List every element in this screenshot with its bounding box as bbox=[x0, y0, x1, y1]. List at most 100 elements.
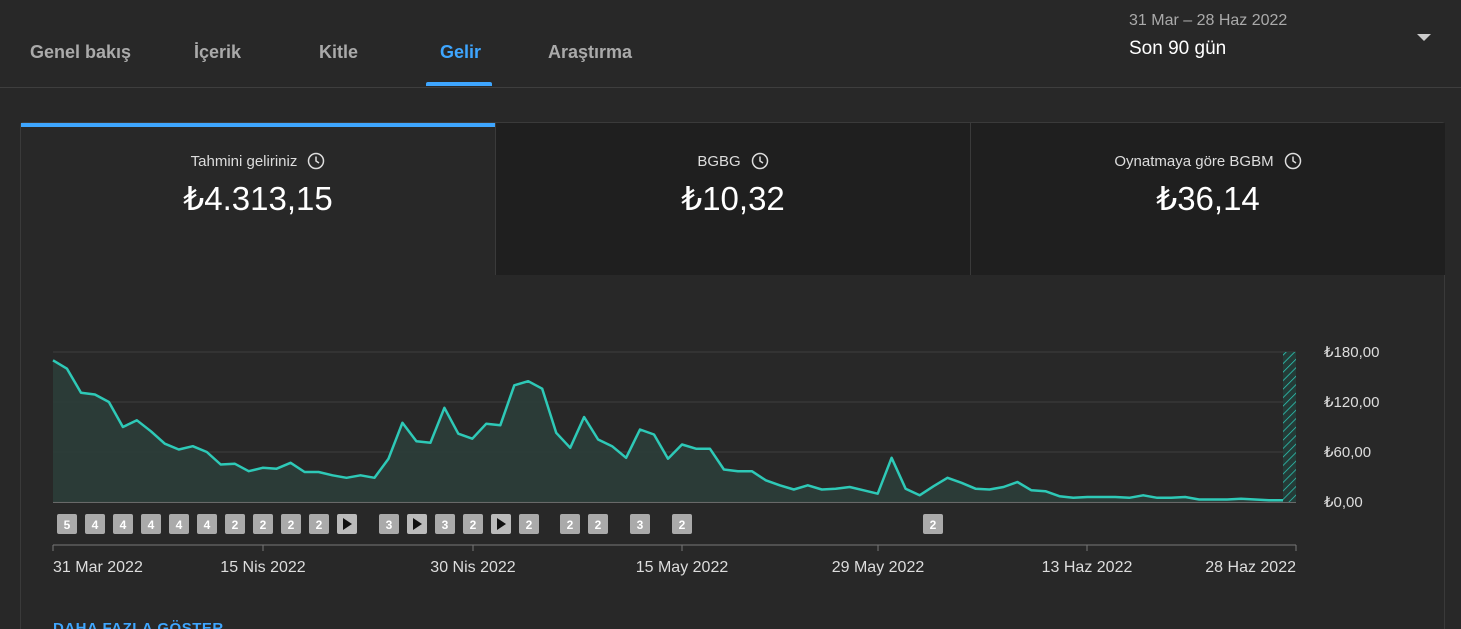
y-tick-label: ₺120,00 bbox=[1324, 394, 1379, 411]
marker-count: 2 bbox=[288, 518, 295, 532]
x-tick-label: 28 Haz 2022 bbox=[1205, 559, 1296, 576]
y-tick-label: ₺60,00 bbox=[1324, 444, 1371, 461]
video-count-marker[interactable]: 2 bbox=[309, 514, 329, 534]
video-count-marker[interactable]: 2 bbox=[281, 514, 301, 534]
clock-icon[interactable] bbox=[307, 152, 325, 170]
marker-box bbox=[281, 514, 301, 534]
dropdown-arrow-icon[interactable] bbox=[1417, 34, 1431, 41]
video-count-marker[interactable]: 2 bbox=[253, 514, 273, 534]
marker-box bbox=[253, 514, 273, 534]
metric-rpm[interactable]: BGBG ₺10,32 bbox=[496, 123, 970, 275]
video-count-marker[interactable]: 3 bbox=[379, 514, 399, 534]
play-icon bbox=[497, 518, 506, 530]
marker-box bbox=[672, 514, 692, 534]
metric-label: BGBG bbox=[697, 152, 741, 170]
marker-count: 2 bbox=[930, 518, 937, 532]
divider bbox=[970, 123, 971, 275]
video-count-marker[interactable]: 2 bbox=[463, 514, 483, 534]
video-count-marker[interactable]: 2 bbox=[519, 514, 539, 534]
video-count-marker[interactable]: 5 bbox=[57, 514, 77, 534]
marker-count: 3 bbox=[442, 518, 449, 532]
video-count-marker[interactable]: 2 bbox=[588, 514, 608, 534]
marker-box bbox=[85, 514, 105, 534]
tab-revenue[interactable]: Gelir bbox=[440, 42, 482, 62]
marker-box bbox=[630, 514, 650, 534]
clock-icon[interactable] bbox=[1284, 152, 1302, 170]
marker-count: 2 bbox=[526, 518, 533, 532]
metric-playback-cpm[interactable]: Oynatmaya göre BGBM ₺36,14 bbox=[971, 123, 1445, 275]
marker-count: 2 bbox=[679, 518, 686, 532]
marker-box bbox=[169, 514, 189, 534]
marker-count: 4 bbox=[148, 518, 155, 532]
marker-count: 5 bbox=[64, 518, 71, 532]
date-range-span: 31 Mar – 28 Haz 2022 bbox=[1129, 12, 1288, 29]
date-range-label: Son 90 gün bbox=[1129, 38, 1227, 59]
video-count-marker[interactable]: 2 bbox=[560, 514, 580, 534]
metric-label: Oynatmaya göre BGBM bbox=[1114, 152, 1274, 170]
marker-count: 4 bbox=[204, 518, 211, 532]
marker-box bbox=[57, 514, 77, 534]
marker-box bbox=[923, 514, 943, 534]
video-count-marker[interactable]: 4 bbox=[197, 514, 217, 534]
video-count-marker[interactable]: 2 bbox=[923, 514, 943, 534]
metric-value: ₺4.313,15 bbox=[183, 180, 333, 217]
marker-box bbox=[141, 514, 161, 534]
video-count-marker[interactable]: 4 bbox=[85, 514, 105, 534]
marker-box bbox=[463, 514, 483, 534]
video-count-marker[interactable]: 2 bbox=[225, 514, 245, 534]
show-more-link[interactable]: DAHA FAZLA GÖSTER bbox=[53, 620, 224, 629]
video-count-marker[interactable]: 2 bbox=[672, 514, 692, 534]
marker-count: 3 bbox=[637, 518, 644, 532]
marker-box bbox=[588, 514, 608, 534]
video-marker-play-icon[interactable] bbox=[407, 514, 427, 534]
marker-count: 2 bbox=[316, 518, 323, 532]
tab-content[interactable]: İçerik bbox=[194, 42, 242, 62]
play-icon bbox=[413, 518, 422, 530]
top-navigation: Genel bakış İçerik Kitle Gelir Araştırma… bbox=[0, 0, 1461, 88]
video-count-marker[interactable]: 3 bbox=[435, 514, 455, 534]
x-tick-label: 15 May 2022 bbox=[636, 559, 729, 576]
partial-data-hatch bbox=[1283, 352, 1296, 502]
metric-value: ₺36,14 bbox=[1156, 180, 1260, 217]
video-count-marker[interactable]: 4 bbox=[169, 514, 189, 534]
x-tick-label: 13 Haz 2022 bbox=[1042, 559, 1133, 576]
active-tab-indicator bbox=[426, 82, 492, 86]
divider bbox=[495, 123, 496, 275]
marker-count: 4 bbox=[120, 518, 127, 532]
y-tick-label: ₺0,00 bbox=[1324, 494, 1363, 511]
marker-count: 4 bbox=[92, 518, 99, 532]
active-metric-indicator bbox=[21, 123, 495, 127]
marker-count: 3 bbox=[386, 518, 393, 532]
marker-box bbox=[560, 514, 580, 534]
tab-audience[interactable]: Kitle bbox=[319, 42, 359, 62]
metric-estimated-revenue[interactable]: Tahmini geliriniz ₺4.313,15 bbox=[21, 123, 495, 275]
marker-box bbox=[379, 514, 399, 534]
play-icon bbox=[343, 518, 352, 530]
tab-overview[interactable]: Genel bakış bbox=[30, 42, 132, 62]
metric-value: ₺10,32 bbox=[681, 180, 785, 217]
marker-count: 2 bbox=[567, 518, 574, 532]
marker-box bbox=[225, 514, 245, 534]
marker-box bbox=[197, 514, 217, 534]
marker-count: 2 bbox=[260, 518, 267, 532]
video-count-marker[interactable]: 4 bbox=[141, 514, 161, 534]
marker-box bbox=[309, 514, 329, 534]
tab-research[interactable]: Araştırma bbox=[548, 42, 633, 62]
date-range-selector[interactable]: 31 Mar – 28 Haz 2022 Son 90 gün bbox=[1129, 12, 1439, 66]
clock-icon[interactable] bbox=[751, 152, 769, 170]
marker-count: 2 bbox=[470, 518, 477, 532]
video-marker-play-icon[interactable] bbox=[491, 514, 511, 534]
marker-count: 2 bbox=[595, 518, 602, 532]
x-tick-label: 30 Nis 2022 bbox=[430, 559, 515, 576]
marker-box bbox=[435, 514, 455, 534]
video-count-marker[interactable]: 3 bbox=[630, 514, 650, 534]
marker-box bbox=[519, 514, 539, 534]
x-tick-label: 15 Nis 2022 bbox=[220, 559, 305, 576]
marker-box bbox=[113, 514, 133, 534]
area-fill bbox=[53, 360, 1283, 502]
video-marker-play-icon[interactable] bbox=[337, 514, 357, 534]
metric-label: Tahmini geliriniz bbox=[190, 152, 298, 170]
video-count-marker[interactable]: 4 bbox=[113, 514, 133, 534]
marker-count: 2 bbox=[232, 518, 239, 532]
